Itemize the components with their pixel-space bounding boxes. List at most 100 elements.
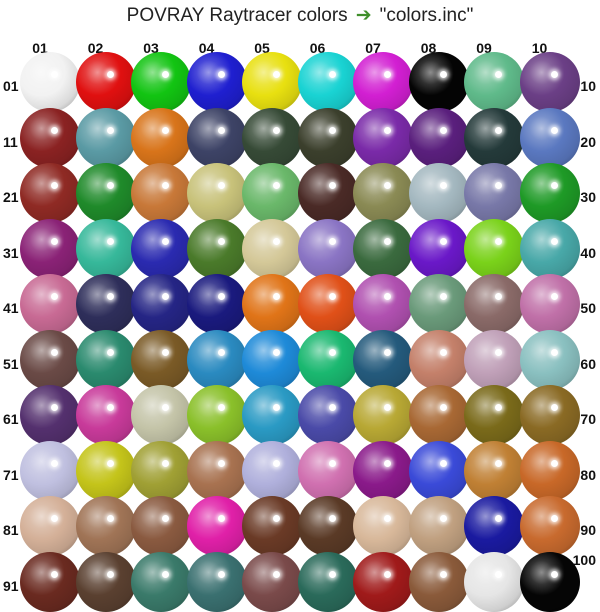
color-sphere <box>353 163 413 223</box>
color-sphere <box>464 107 524 168</box>
color-sphere <box>353 496 413 556</box>
color-sphere <box>297 218 358 279</box>
color-sphere <box>408 274 469 334</box>
color-sphere <box>408 440 469 501</box>
color-sphere <box>519 274 580 334</box>
title-text: POVRAY Raytracer colors <box>126 5 348 26</box>
row-label-left: 11 <box>3 133 18 150</box>
color-sphere <box>353 218 413 279</box>
color-sphere <box>131 52 191 112</box>
color-sphere <box>464 163 524 223</box>
color-sphere <box>242 107 302 168</box>
row-label-right: 40 <box>580 244 596 261</box>
color-sphere <box>464 440 524 501</box>
row-label-left: 71 <box>3 466 19 483</box>
color-sphere <box>20 329 80 390</box>
row-label-right: 20 <box>580 133 596 150</box>
color-sphere <box>353 107 413 168</box>
color-sphere <box>464 218 524 279</box>
color-sphere <box>75 107 136 168</box>
row-label-right: 10 <box>580 78 596 94</box>
color-sphere <box>408 218 469 279</box>
color-sphere <box>297 329 358 390</box>
row-label-left: 21 <box>3 189 19 205</box>
color-sphere <box>186 440 247 501</box>
color-sphere <box>297 163 358 223</box>
row-label-left: 31 <box>3 244 19 261</box>
color-sphere <box>353 440 413 501</box>
row-label-left: 81 <box>3 522 19 538</box>
color-sphere <box>20 496 80 556</box>
row-label-right: 100 <box>572 551 596 568</box>
color-sphere <box>464 551 524 612</box>
color-sphere <box>242 551 302 612</box>
color-sphere <box>186 385 247 445</box>
color-sphere <box>519 218 580 279</box>
color-sphere <box>20 52 80 112</box>
color-sphere <box>464 274 524 334</box>
row-label-left: 01 <box>3 78 19 94</box>
color-sphere <box>186 551 247 612</box>
color-sphere <box>20 440 80 501</box>
color-sphere <box>242 440 302 501</box>
color-sphere <box>242 52 302 112</box>
color-sphere <box>131 163 191 223</box>
color-sphere <box>353 385 413 445</box>
color-sphere <box>408 329 469 390</box>
color-sphere <box>131 329 191 390</box>
color-sphere <box>131 274 191 334</box>
color-sphere <box>186 329 247 390</box>
color-sphere <box>242 385 302 445</box>
color-sphere <box>519 52 580 112</box>
color-sphere <box>242 329 302 390</box>
title-filename: "colors.inc" <box>379 5 474 26</box>
color-sphere <box>75 440 136 501</box>
color-sphere <box>20 385 80 445</box>
color-sphere <box>408 551 469 612</box>
color-sphere <box>131 551 191 612</box>
color-sphere <box>519 163 580 223</box>
row-label-right: 70 <box>580 411 596 427</box>
color-sphere <box>353 274 413 334</box>
color-sphere <box>20 163 80 223</box>
page-title: POVRAY Raytracer colors ➔ "colors.inc" <box>0 4 600 27</box>
color-sphere <box>242 274 302 334</box>
color-sphere <box>519 385 580 445</box>
color-sphere <box>408 107 469 168</box>
color-sphere <box>131 218 191 279</box>
color-sphere <box>75 385 136 445</box>
color-sphere <box>297 440 358 501</box>
color-sphere <box>20 218 80 279</box>
color-sphere <box>75 496 136 556</box>
color-sphere <box>519 440 580 501</box>
color-sphere <box>242 218 302 279</box>
color-sphere <box>297 551 358 612</box>
row-label-right: 80 <box>580 466 596 483</box>
row-label-left: 51 <box>3 355 19 372</box>
color-sphere <box>464 52 524 112</box>
color-sphere <box>75 52 136 112</box>
color-sphere <box>408 163 469 223</box>
row-label-left: 91 <box>3 577 19 594</box>
row-label-left: 41 <box>3 300 19 316</box>
color-sphere <box>186 274 247 334</box>
color-sphere <box>131 440 191 501</box>
color-sphere <box>519 496 580 556</box>
color-sphere <box>131 107 191 168</box>
color-sphere <box>353 329 413 390</box>
color-sphere <box>242 496 302 556</box>
color-sphere <box>20 274 80 334</box>
color-sphere <box>297 52 358 112</box>
color-sphere <box>20 551 80 612</box>
row-label-left: 61 <box>3 411 19 427</box>
color-sphere <box>75 218 136 279</box>
color-sphere <box>75 163 136 223</box>
color-sphere <box>186 218 247 279</box>
arrow-icon: ➔ <box>355 5 372 26</box>
row-label-right: 60 <box>580 355 596 372</box>
color-sphere <box>186 107 247 168</box>
color-sphere <box>353 52 413 112</box>
color-sphere <box>519 107 580 168</box>
color-sphere <box>408 496 469 556</box>
color-sphere <box>186 496 247 556</box>
